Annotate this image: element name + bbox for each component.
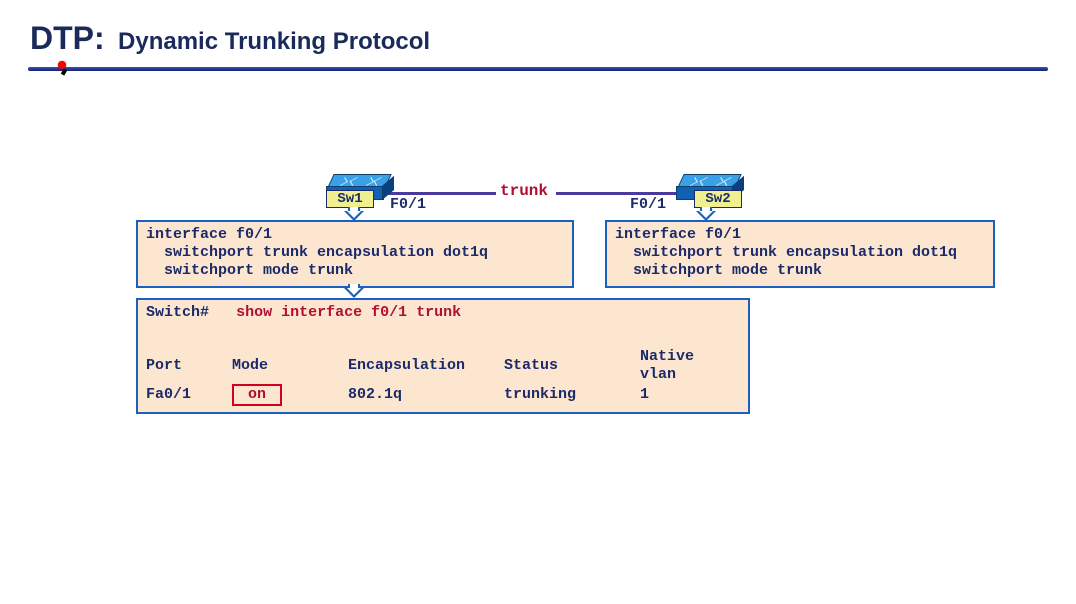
title-main: DTP: xyxy=(30,20,105,56)
network-diagram: trunk Sw1 F0/1 Sw2 F0/1 xyxy=(130,170,990,400)
config-line: switchport trunk encapsulation dot1q xyxy=(615,244,985,262)
config-line: interface f0/1 xyxy=(615,226,741,243)
trunk-output-table: Port Mode Encapsulation Status Native vl… xyxy=(146,348,740,406)
arrow-down-icon xyxy=(696,207,712,221)
config-line: switchport mode trunk xyxy=(146,262,564,280)
cli-output-box: Switch# show interface f0/1 trunk Port M… xyxy=(136,298,750,414)
config-line: switchport trunk encapsulation dot1q xyxy=(146,244,564,262)
col-header: Status xyxy=(504,348,640,384)
trunk-link-line xyxy=(556,192,676,195)
port-label-sw1: F0/1 xyxy=(390,196,426,213)
cell-port: Fa0/1 xyxy=(146,384,232,406)
mode-highlight: on xyxy=(232,384,282,406)
config-line: switchport mode trunk xyxy=(615,262,985,280)
config-box-sw1: interface f0/1 switchport trunk encapsul… xyxy=(136,220,574,288)
cursor-arrow-icon xyxy=(61,68,67,75)
arrow-down-icon xyxy=(344,207,360,221)
col-header: Native vlan xyxy=(640,348,740,384)
col-header: Mode xyxy=(232,348,348,384)
cell-status: trunking xyxy=(504,384,640,406)
arrow-down-icon xyxy=(344,284,360,298)
config-box-sw2: interface f0/1 switchport trunk encapsul… xyxy=(605,220,995,288)
cell-mode: on xyxy=(232,384,348,406)
switch-sw2-label: Sw2 xyxy=(694,190,742,208)
laser-pointer-icon xyxy=(58,61,66,69)
switch-sw1-label: Sw1 xyxy=(326,190,374,208)
cli-command: show interface f0/1 trunk xyxy=(236,304,461,321)
title-sub: Dynamic Trunking Protocol xyxy=(118,28,430,55)
switch-sw2-icon: Sw2 xyxy=(680,174,736,202)
switch-sw1-icon: Sw1 xyxy=(330,174,386,202)
page-title-area: DTP: Dynamic Trunking Protocol xyxy=(0,0,1076,57)
trunk-label: trunk xyxy=(500,182,548,200)
title-divider xyxy=(28,67,1048,71)
cell-native: 1 xyxy=(640,384,740,406)
trunk-link-line xyxy=(388,192,496,195)
cell-encap: 802.1q xyxy=(348,384,504,406)
cli-prompt: Switch# xyxy=(146,304,209,321)
port-label-sw2: F0/1 xyxy=(630,196,666,213)
col-header: Encapsulation xyxy=(348,348,504,384)
col-header: Port xyxy=(146,348,232,384)
config-line: interface f0/1 xyxy=(146,226,272,243)
